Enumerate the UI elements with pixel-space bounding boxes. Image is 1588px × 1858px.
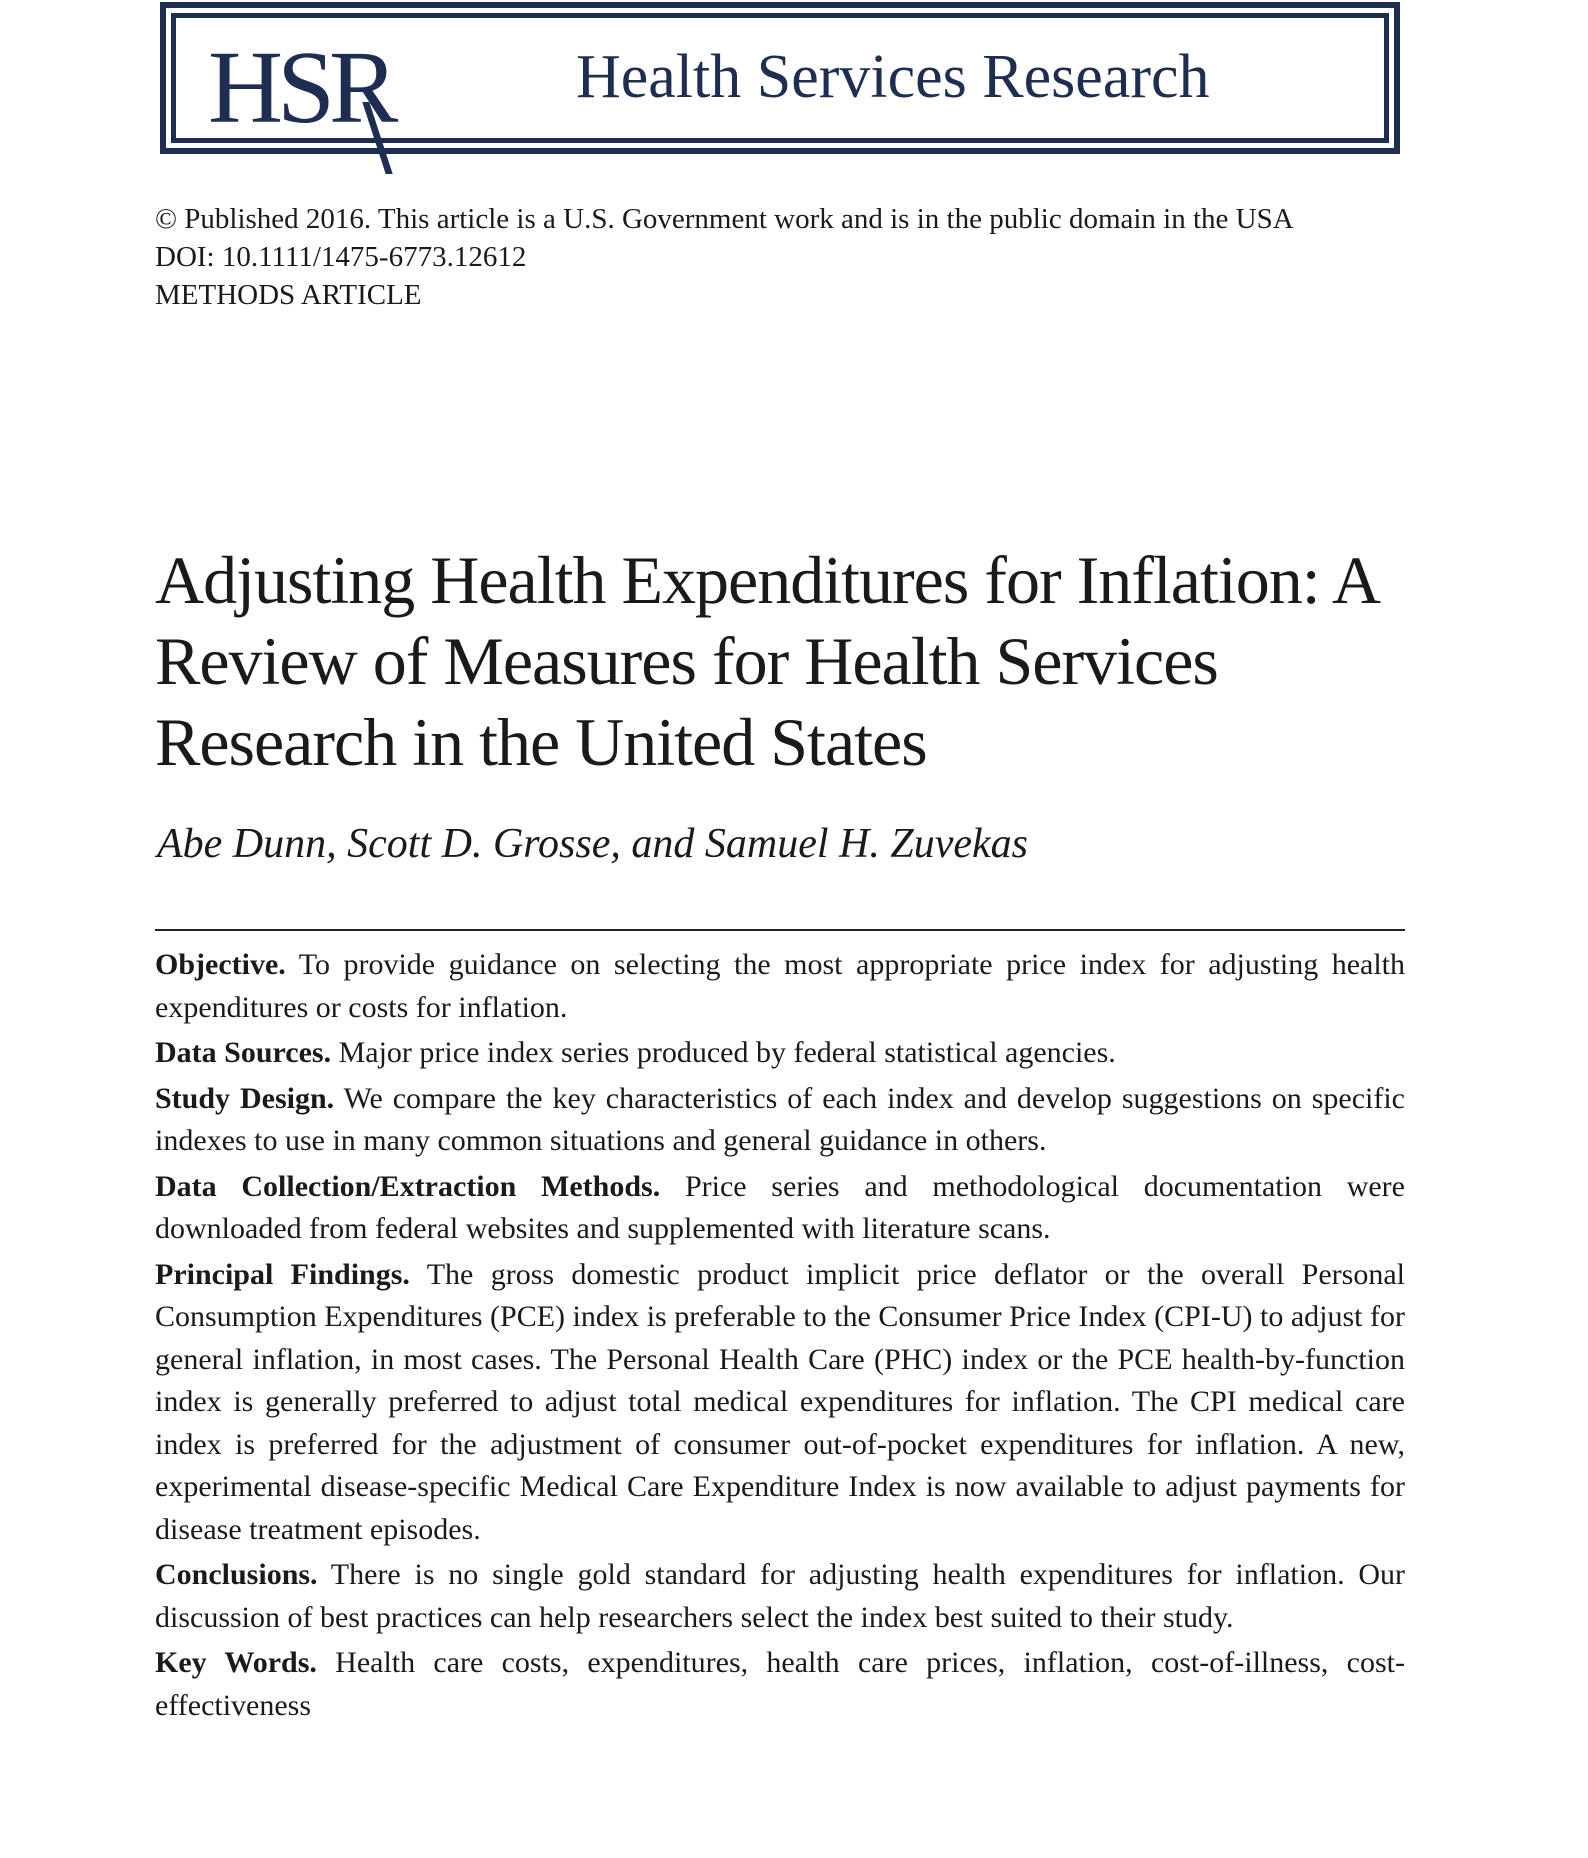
article-meta: © Published 2016. This article is a U.S.…: [155, 200, 1294, 314]
authors: Abe Dunn, Scott D. Grosse, and Samuel H.…: [157, 821, 1028, 867]
article-type: METHODS ARTICLE: [155, 279, 422, 311]
section-heading: Objective.: [155, 948, 286, 981]
abstract-methods: Data Collection/Extraction Methods. Pric…: [155, 1166, 1405, 1251]
masthead-inner-border: HSR Health Services Research: [171, 13, 1389, 174]
section-heading: Principal Findings.: [155, 1257, 410, 1291]
divider: [155, 929, 1405, 931]
section-heading: Data Sources.: [155, 1036, 332, 1069]
section-text: Major price index series produced by fed…: [338, 1036, 1116, 1069]
section-heading: Study Design.: [155, 1081, 335, 1115]
section-text: Health care costs, expenditures, health …: [155, 1646, 1405, 1722]
section-text: The gross domestic product implicit pric…: [155, 1257, 1405, 1546]
abstract-findings: Principal Findings. The gross domestic p…: [155, 1254, 1405, 1552]
abstract-conclusions: Conclusions. There is no single gold sta…: [155, 1554, 1405, 1639]
doi: DOI: 10.1111/1475-6773.12612: [155, 241, 527, 273]
abstract-data-sources: Data Sources. Major price index series p…: [155, 1032, 1405, 1075]
section-text: There is no single gold standard for adj…: [155, 1558, 1405, 1634]
section-heading: Data Collection/Extraction Methods.: [155, 1169, 661, 1203]
abstract-study-design: Study Design. We compare the key charact…: [155, 1078, 1405, 1163]
abstract-keywords: Key Words. Health care costs, expenditur…: [155, 1642, 1405, 1727]
section-text: We compare the key characteristics of ea…: [155, 1081, 1405, 1158]
abstract: Objective. To provide guidance on select…: [155, 944, 1405, 1730]
journal-name: Health Services Research: [576, 43, 1210, 111]
section-text: Price series and methodological document…: [155, 1169, 1405, 1246]
section-heading: Conclusions.: [155, 1558, 318, 1591]
section-text: To provide guidance on selecting the mos…: [155, 948, 1405, 1024]
section-heading: Key Words.: [155, 1646, 317, 1679]
journal-masthead: HSR Health Services Research: [160, 2, 1400, 174]
abstract-objective: Objective. To provide guidance on select…: [155, 944, 1405, 1029]
hsr-logo: HSR: [208, 30, 398, 145]
article-title: Adjusting Health Expenditures for Inflat…: [155, 542, 1377, 780]
copyright-notice: © Published 2016. This article is a U.S.…: [155, 203, 1294, 235]
